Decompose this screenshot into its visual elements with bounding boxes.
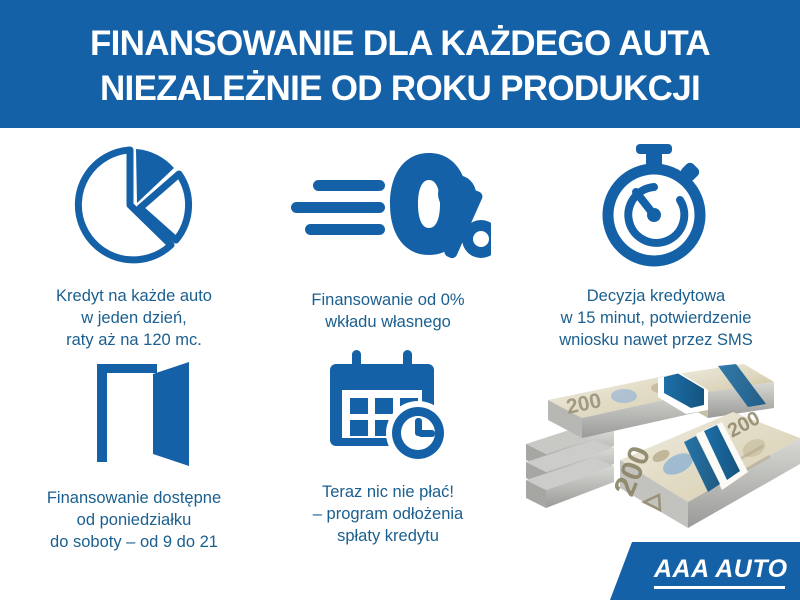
caption-line: Teraz nic nie płać! [321,483,455,501]
header-title-line-2: NIEZALEŻNIE OD ROKU PRODUKCJI [99,69,701,108]
feature-caption-decision-time: Decyzja kredytowa w 15 minut, potwierdze… [559,286,753,352]
feature-grid: Kredyt na każde auto w jeden dzień, raty… [0,128,800,600]
caption-line: spłaty kredytu [337,526,439,545]
feature-caption-zero-percent: Finansowanie od 0% wkładu własnego [311,290,464,334]
caption-line: – program odłożenia [312,504,464,523]
feature-item-deferred-payment: Teraz nic nie płać! – program odłożenia … [258,350,518,548]
caption-line: wniosku nawet przez SMS [559,330,753,349]
caption-line: Finansowanie dostępne [46,489,222,507]
caption-line: do soboty – od 9 do 21 [50,532,218,551]
caption-line: Finansowanie od 0% [311,291,465,309]
caption-line: w 15 minut, potwierdzenie [560,308,752,327]
caption-line: od poniedziałku [76,510,192,529]
feature-caption-opening-hours: Finansowanie dostępne od poniedziałku do… [47,488,221,554]
stopwatch-icon [594,138,718,268]
calendar-clock-icon [324,350,452,464]
feature-item-zero-percent: Finansowanie od 0% wkładu własnego [258,138,518,334]
caption-line: raty aż na 120 mc. [66,330,202,349]
pie-chart-icon [71,138,197,268]
logo-underline [654,586,785,589]
banknote-stacks-image: 200 200 200 [508,352,800,542]
caption-line: w jeden dzień, [81,308,187,327]
open-door-icon [69,356,199,466]
feature-item-decision-time: Decyzja kredytowa w 15 minut, potwierdze… [512,138,800,352]
feature-caption-deferred-payment: Teraz nic nie płać! – program odłożenia … [313,482,463,548]
caption-line: wkładu własnego [325,312,451,331]
aaa-auto-logo[interactable]: AAA AUTO [610,542,800,600]
caption-line: Kredyt na każde auto [56,287,212,305]
header-banner: FINANSOWANIE DLA KAŻDEGO AUTA NIEZALEŻNI… [0,0,800,128]
caption-line: Decyzja kredytowa [586,287,726,305]
header-title-line-1: FINANSOWANIE DLA KAŻDEGO AUTA [89,23,711,63]
feature-caption-credit: Kredyt na każde auto w jeden dzień, raty… [56,286,212,352]
logo-background-shape [610,542,800,600]
logo-text: AAA AUTO [654,555,788,583]
zero-percent-icon [285,138,491,268]
feature-item-opening-hours: Finansowanie dostępne od poniedziałku do… [0,356,268,554]
feature-item-credit: Kredyt na każde auto w jeden dzień, raty… [0,138,268,352]
